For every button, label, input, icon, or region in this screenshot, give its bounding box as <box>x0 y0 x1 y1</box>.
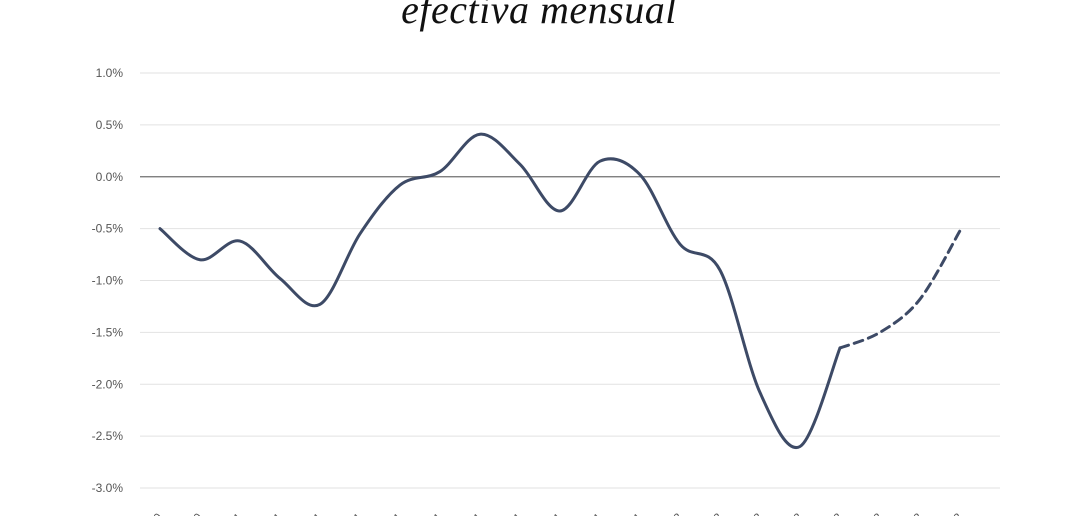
x-axis-tick-labels: 20 20 21 21 21 21 21 21 21 21 21 21 21 22 22 22 22 22 22 22… <box>146 510 966 516</box>
x-tick-label: 22 <box>706 510 726 516</box>
chart-title: efectiva mensual <box>401 0 677 32</box>
y-tick-label: -0.5% <box>92 222 124 236</box>
y-tick-label: 1.0% <box>96 66 124 80</box>
x-tick-label: 21 <box>506 510 526 516</box>
y-tick-label: -2.5% <box>92 429 124 443</box>
x-tick-label: 21 <box>226 510 246 516</box>
series-line-solid <box>158 132 842 450</box>
x-tick-label: 21 <box>626 510 646 516</box>
series-line-dashed <box>838 229 962 350</box>
y-axis-tick-labels: 1.0% 0.5% 0.0% -0.5% -1.0% -1.5% -2.0% -2.5% -3.… <box>92 66 124 495</box>
gridlines <box>140 72 1000 489</box>
x-tick-label: 21 <box>266 510 286 516</box>
y-tick-label: -1.5% <box>92 325 124 339</box>
data-series <box>158 132 962 450</box>
x-tick-label: 22 <box>666 510 686 516</box>
y-tick-label: 0.5% <box>96 118 124 132</box>
x-tick-label: 22 <box>746 510 766 516</box>
x-tick-label: 21 <box>586 510 606 516</box>
x-tick-label: 21 <box>386 510 406 516</box>
y-tick-label: -2.0% <box>92 377 124 391</box>
y-tick-label: -1.0% <box>92 274 124 288</box>
x-tick-label: 22 <box>826 510 846 516</box>
x-tick-label: 20 <box>146 510 166 516</box>
x-tick-label: 22 <box>786 510 806 516</box>
x-tick-label: 22 <box>906 510 926 516</box>
x-tick-label: 22 <box>866 510 886 516</box>
x-tick-label: 21 <box>306 510 326 516</box>
x-tick-label: 21 <box>346 510 366 516</box>
x-tick-label: 21 <box>546 510 566 516</box>
x-tick-label: 21 <box>426 510 446 516</box>
y-tick-label: -3.0% <box>92 481 124 495</box>
x-tick-label: 21 <box>466 510 486 516</box>
y-tick-label: 0.0% <box>96 170 124 184</box>
x-tick-label: 20 <box>186 510 206 516</box>
x-tick-label: 22 <box>946 510 966 516</box>
